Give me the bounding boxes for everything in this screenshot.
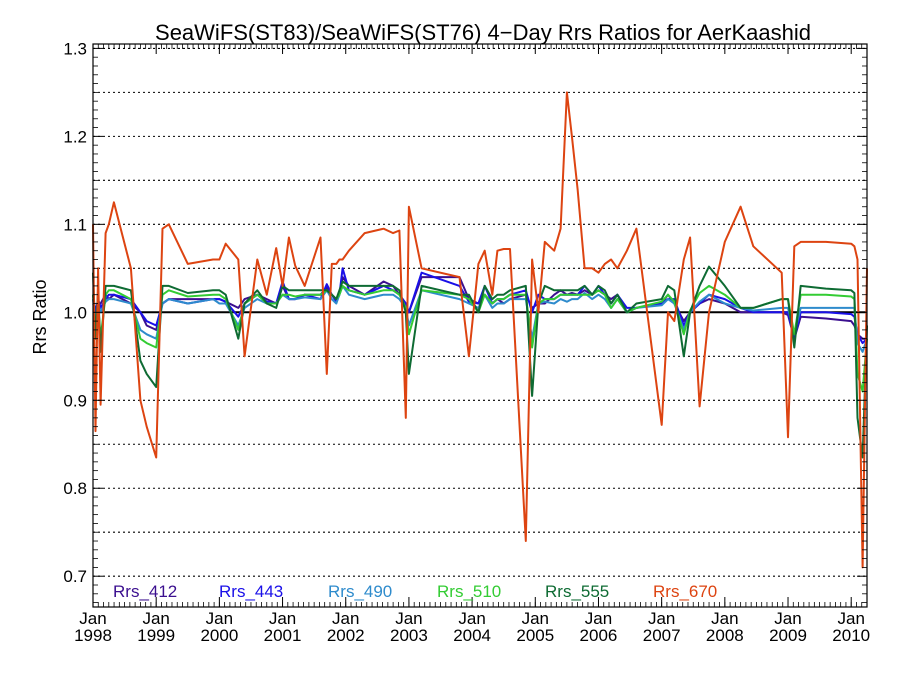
x-tick-year-3: 2001 xyxy=(264,626,302,645)
legend-label-rrs-510: Rrs_510 xyxy=(437,582,501,601)
x-tick-month-10: Jan xyxy=(711,609,738,628)
x-tick-year-0: 1998 xyxy=(74,626,112,645)
y-tick-label-5: 1.2 xyxy=(63,127,87,146)
y-axis-label: Rrs Ratio xyxy=(30,279,50,354)
x-tick-month-3: Jan xyxy=(269,609,296,628)
x-tick-year-11: 2009 xyxy=(769,626,807,645)
x-tick-year-4: 2002 xyxy=(327,626,365,645)
series-line-rrs-490 xyxy=(92,284,868,353)
x-tick-month-5: Jan xyxy=(395,609,422,628)
legend-label-rrs-555: Rrs_555 xyxy=(545,582,609,601)
x-tick-month-0: Jan xyxy=(79,609,106,628)
x-tick-month-7: Jan xyxy=(522,609,549,628)
x-tick-month-11: Jan xyxy=(774,609,801,628)
legend-label-rrs-412: Rrs_412 xyxy=(113,582,177,601)
x-tick-month-6: Jan xyxy=(458,609,485,628)
grid-lines xyxy=(93,47,867,577)
chart-title: SeaWiFS(ST83)/SeaWiFS(ST76) 4−Day Rrs Ra… xyxy=(155,20,811,45)
x-tick-year-5: 2003 xyxy=(390,626,428,645)
legend-label-rrs-670: Rrs_670 xyxy=(653,582,717,601)
x-tick-month-1: Jan xyxy=(142,609,169,628)
x-tick-month-8: Jan xyxy=(585,609,612,628)
y-tick-label-3: 1.0 xyxy=(63,303,87,322)
series-line-rrs-670 xyxy=(92,91,868,569)
axes: 0.70.80.91.01.11.21.3Jan1998Jan1999Jan20… xyxy=(63,39,870,645)
x-tick-year-1: 1999 xyxy=(137,626,175,645)
x-tick-year-12: 2010 xyxy=(832,626,870,645)
x-tick-year-9: 2007 xyxy=(643,626,681,645)
x-tick-month-4: Jan xyxy=(332,609,359,628)
x-tick-month-12: Jan xyxy=(837,609,864,628)
x-tick-year-7: 2005 xyxy=(516,626,554,645)
y-tick-label-0: 0.7 xyxy=(63,567,87,586)
x-tick-year-8: 2006 xyxy=(580,626,618,645)
x-tick-year-6: 2004 xyxy=(453,626,491,645)
y-tick-label-1: 0.8 xyxy=(63,479,87,498)
series-lines xyxy=(92,91,868,569)
legend-label-rrs-490: Rrs_490 xyxy=(328,582,392,601)
legend: Rrs_412 Rrs_443 Rrs_490 Rrs_510 Rrs_555 Rrs_6… xyxy=(113,582,717,601)
legend-label-rrs-443: Rrs_443 xyxy=(219,582,283,601)
y-tick-label-2: 0.9 xyxy=(63,391,87,410)
y-tick-label-6: 1.3 xyxy=(63,39,87,58)
x-tick-year-10: 2008 xyxy=(706,626,744,645)
series-line-rrs-555 xyxy=(92,265,868,459)
x-tick-month-9: Jan xyxy=(648,609,675,628)
plot-frame xyxy=(92,43,868,608)
y-tick-label-4: 1.1 xyxy=(63,215,87,234)
x-tick-month-2: Jan xyxy=(206,609,233,628)
x-tick-year-2: 2000 xyxy=(200,626,238,645)
